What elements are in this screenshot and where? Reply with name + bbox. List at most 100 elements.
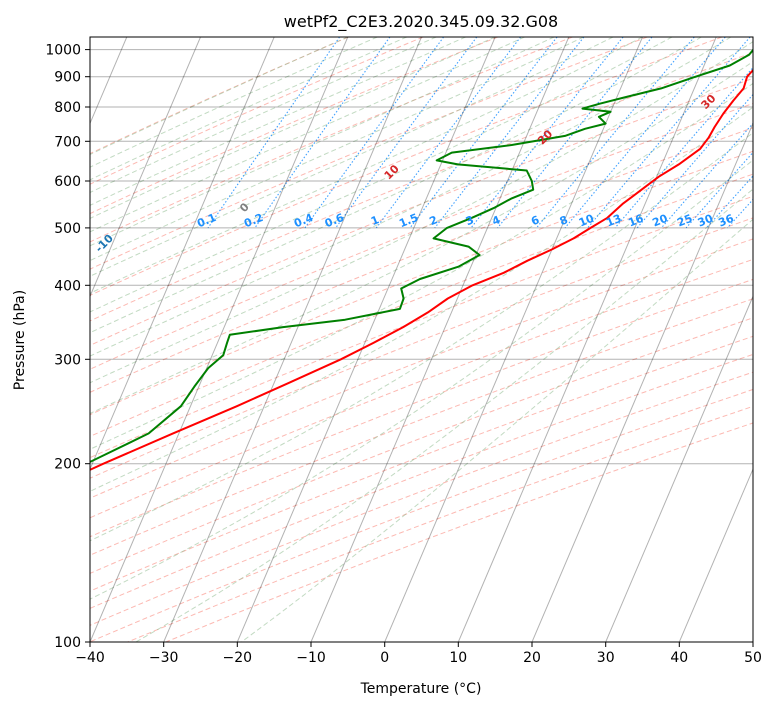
moist-adiabat-21	[241, 218, 753, 642]
plot-frame	[89, 36, 754, 643]
mixing-ratio-line-3	[335, 37, 478, 229]
dry-adiabat-22	[90, 388, 753, 642]
y-tick-label-2: 300	[54, 352, 81, 368]
isotherm-7	[90, 37, 275, 471]
dry-adiabat-17	[90, 298, 753, 556]
dry-adiabat-2	[90, 37, 498, 215]
x-tick-label-9: 50	[744, 650, 762, 666]
moist-adiabat-19	[90, 159, 753, 600]
mixing-ratio-line-16	[706, 175, 753, 229]
isotherm-15	[605, 295, 753, 642]
y-tick-label-5: 600	[54, 174, 81, 190]
x-axis-ticks: −40 −30 −20 −10 0 10 20 30 40 50	[75, 642, 762, 666]
moist-adiabat-17	[90, 106, 753, 492]
isotherm-14	[531, 122, 753, 642]
moist-adiabat-1	[90, 37, 378, 168]
y-tick-label-4: 500	[54, 221, 81, 237]
x-tick-label-3: −10	[296, 650, 326, 666]
moist-adiabats	[90, 37, 753, 642]
mixing-ratio-label-11: 10	[577, 212, 596, 230]
isotherm-6	[90, 37, 201, 298]
dry-adiabat-18	[90, 317, 753, 574]
x-tick-label-4: 0	[380, 650, 389, 666]
x-tick-label-6: 20	[523, 650, 541, 666]
y-tick-label-6: 700	[54, 134, 81, 150]
moist-adiabat-3	[90, 37, 437, 194]
mixing-ratio-label-6: 2	[428, 213, 440, 228]
moist-adiabat-18	[90, 132, 753, 542]
mixing-ratio-label-14: 20	[651, 212, 670, 230]
mixing-ratio-label-12: 13	[604, 212, 623, 230]
dry-adiabat-21	[90, 371, 753, 626]
moist-adiabat-2	[90, 37, 407, 181]
mixing-ratio-line-0	[207, 37, 341, 229]
moist-adiabat-13	[90, 37, 732, 357]
moist-adiabat-10	[90, 37, 643, 294]
plot-area: 0.10.20.40.611.52346810131620253036-100-…	[90, 37, 753, 642]
dry-adiabat-1	[90, 37, 424, 185]
moist-adiabat-15	[90, 61, 753, 415]
moist-adiabat-5	[90, 37, 496, 219]
isotherm-10	[236, 37, 496, 642]
mixing-ratio-line-10	[564, 37, 726, 229]
x-tick-label-0: −40	[75, 650, 105, 666]
dry-adiabat-5	[90, 37, 723, 296]
moist-adiabat-8	[90, 37, 584, 262]
y-tick-label-3: 400	[54, 278, 81, 294]
moist-adiabat-7	[90, 37, 555, 247]
mixing-ratio-label-4: 1	[369, 213, 381, 228]
mixing-ratio-label-13: 16	[626, 212, 645, 230]
isotherm-11	[310, 37, 570, 642]
isotherm-8	[90, 37, 349, 642]
y-tick-label-1: 200	[54, 457, 81, 473]
mixing-ratio-line-1	[254, 37, 391, 229]
mixing-ratio-label-15: 25	[675, 212, 694, 230]
dry-adiabat-19	[90, 335, 753, 592]
mixing-ratio-label-16: 30	[696, 212, 715, 230]
moist-adiabat-20	[135, 188, 753, 642]
profiles	[90, 48, 753, 471]
isotherm-13	[457, 37, 717, 642]
mixing-ratio-label-17: 36	[717, 212, 736, 230]
chart-title: wetPf2_C2E3.2020.345.09.32.G08	[284, 12, 558, 32]
dry-adiabat-3	[90, 37, 573, 243]
x-tick-label-2: −20	[223, 650, 253, 666]
isotherm-9	[163, 37, 422, 642]
isotherm-16	[678, 467, 753, 642]
x-tick-label-7: 30	[597, 650, 615, 666]
moist-adiabat-12	[90, 37, 702, 334]
dry-adiabat-16	[90, 278, 753, 538]
moist-adiabat-14	[90, 41, 753, 384]
moist-adiabat-4	[90, 37, 466, 206]
y-tick-label-8: 900	[54, 70, 81, 86]
dry-adiabat-6	[90, 51, 753, 322]
y-tick-label-9: 1000	[45, 43, 81, 59]
dry-adiabat-20	[90, 353, 753, 609]
x-axis-label: Temperature (°C)	[360, 681, 482, 697]
isobar-gridlines	[90, 49, 753, 642]
x-tick-label-5: 10	[449, 650, 467, 666]
y-axis-label: Pressure (hPa)	[12, 290, 28, 390]
dry-adiabat-11	[90, 173, 753, 437]
x-tick-label-8: 40	[670, 650, 688, 666]
y-tick-label-0: 100	[54, 635, 81, 651]
y-axis-ticks: 100 200 300 400 500 600 700 800 900 1000	[45, 43, 90, 651]
mixing-ratio-line-2	[304, 37, 445, 229]
mixing-ratio-line-9	[536, 37, 695, 229]
contour-labels: 0.10.20.40.611.52346810131620253036-100-…	[93, 92, 736, 255]
mixing-ratio-line-4	[375, 37, 522, 229]
mixing-ratio-label-10: 8	[558, 213, 570, 228]
profile-temperature	[90, 68, 753, 471]
dry-adiabat-8	[90, 102, 753, 370]
mixing-ratio-label-7: 3	[464, 213, 476, 228]
mixing-ratio-line-5	[409, 37, 558, 229]
y-tick-label-7: 800	[54, 100, 81, 116]
moist-adiabat-9	[90, 37, 614, 277]
mixing-ratio-line-13	[636, 93, 753, 229]
isotherm-12	[384, 37, 643, 642]
moist-adiabat-11	[90, 37, 673, 313]
profile-dewpoint	[90, 48, 753, 464]
x-tick-label-1: −30	[149, 650, 179, 666]
skewed-isotherms	[90, 37, 753, 642]
